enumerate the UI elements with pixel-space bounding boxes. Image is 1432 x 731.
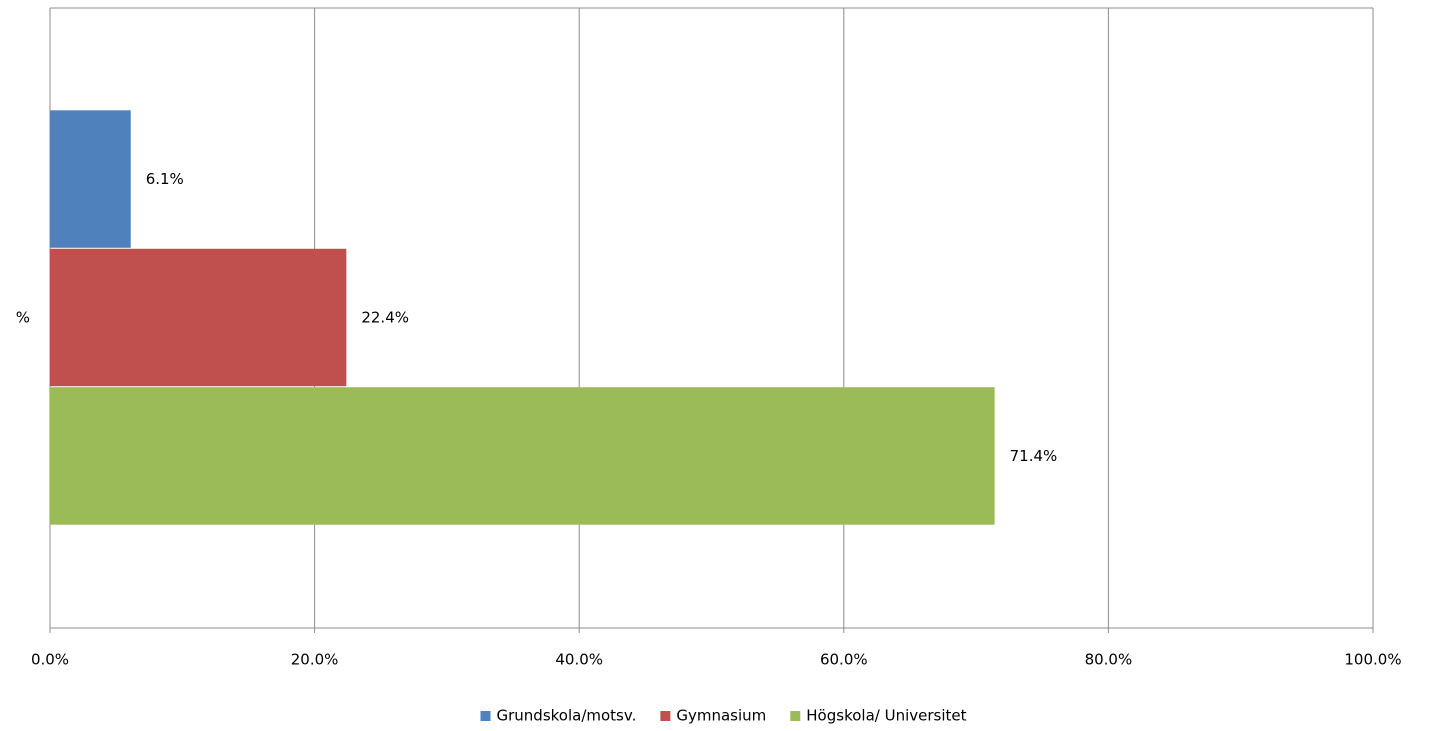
bar — [50, 248, 347, 387]
legend-swatch — [790, 711, 801, 721]
legend-label: Gymnasium — [676, 707, 766, 725]
y-tick-label: % — [16, 309, 30, 327]
legend-swatch — [480, 711, 491, 721]
bar — [50, 387, 995, 525]
value-label: 22.4% — [361, 309, 409, 327]
legend-label: Högskola/ Universitet — [806, 707, 966, 725]
value-label: 6.1% — [146, 170, 184, 188]
x-tick-label: 100.0% — [1344, 651, 1401, 669]
legend-label: Grundskola/motsv. — [497, 707, 637, 725]
bar — [50, 110, 131, 248]
x-tick-label: 80.0% — [1085, 651, 1133, 669]
value-label: 71.4% — [1010, 447, 1058, 465]
x-tick-label: 0.0% — [31, 651, 69, 669]
x-tick-label: 20.0% — [291, 651, 339, 669]
x-tick-label: 60.0% — [820, 651, 868, 669]
x-tick-label: 40.0% — [555, 651, 603, 669]
legend-swatch — [660, 711, 671, 721]
